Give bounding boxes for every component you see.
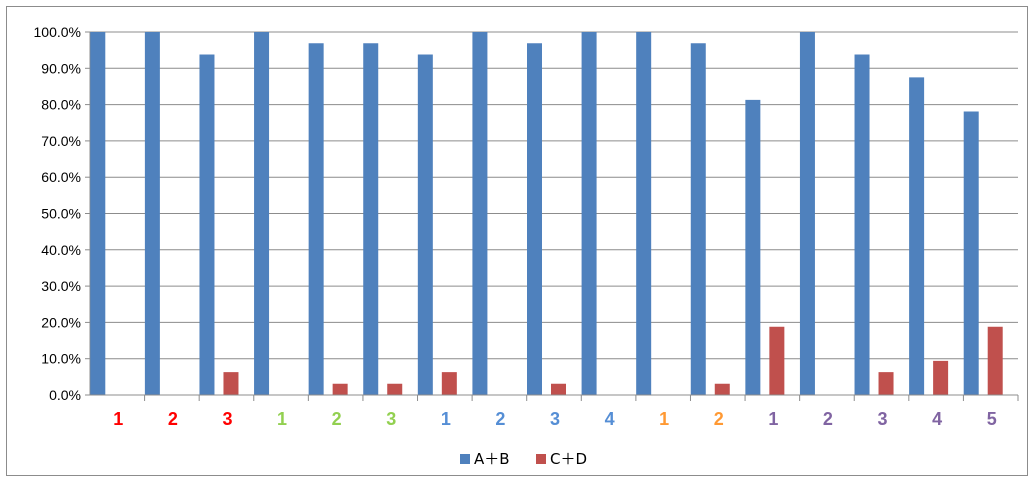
bar-a-plus-b: [144, 32, 160, 395]
y-tick-label: 60.0%: [41, 169, 81, 185]
bar-a-plus-b: [745, 99, 761, 396]
x-tick-label: 1: [441, 409, 451, 429]
bar-c-plus-d: [551, 383, 566, 395]
bar-c-plus-d: [769, 326, 785, 395]
x-tick-label: 2: [168, 409, 178, 429]
bar-c-plus-d: [387, 383, 403, 395]
bar-c-plus-d: [332, 383, 348, 395]
x-tick-label: 3: [878, 409, 888, 429]
gridlines: [90, 31, 1018, 396]
y-tick-label: 80.0%: [41, 97, 81, 113]
y-tick-label: 70.0%: [41, 133, 81, 149]
bar-c-plus-d: [933, 360, 949, 395]
bar-c-plus-d: [987, 326, 1003, 395]
y-tick-label: 100.0%: [34, 24, 81, 40]
bar-a-plus-b: [636, 32, 652, 395]
y-tick-label: 30.0%: [41, 278, 81, 294]
bar-c-plus-d: [878, 372, 894, 395]
legend-swatch-c-plus-d: [536, 454, 546, 464]
bar-a-plus-b: [527, 43, 542, 396]
y-axis: 0.0% 10.0% 20.0% 30.0% 40.0% 50.0% 60.0% 70.0% 8…: [34, 24, 91, 403]
y-tick-label: 0.0%: [49, 387, 81, 403]
x-tick-label: 4: [932, 409, 942, 429]
bar-a-plus-b: [199, 54, 215, 395]
legend: A＋B C＋D: [460, 450, 587, 468]
bar-a-plus-b: [963, 111, 979, 395]
y-tick-label: 40.0%: [41, 242, 81, 258]
bar-a-plus-b: [690, 43, 706, 396]
bar-a-plus-b: [363, 43, 379, 396]
bar-a-plus-b: [909, 77, 925, 395]
legend-label-c-plus-d: C＋D: [550, 450, 587, 468]
x-tick-label: 1: [277, 409, 287, 429]
bar-a-plus-b: [254, 32, 270, 395]
y-tick-label: 50.0%: [41, 206, 81, 222]
bar-a-plus-b: [90, 32, 106, 395]
bar-a-plus-b: [308, 43, 324, 396]
bars: [90, 32, 1003, 396]
x-tick-label: 4: [605, 409, 615, 429]
bar-a-plus-b: [417, 54, 433, 395]
x-tick-label: 3: [550, 409, 560, 429]
y-tick-label: 90.0%: [41, 60, 81, 76]
bar-a-plus-b: [472, 32, 488, 395]
bar-a-plus-b: [854, 54, 870, 395]
y-tick-label: 20.0%: [41, 314, 81, 330]
x-tick-label: 1: [768, 409, 778, 429]
x-tick-label: 2: [823, 409, 833, 429]
x-tick-label: 2: [332, 409, 342, 429]
bar-a-plus-b: [581, 32, 597, 395]
legend-label-a-plus-b: A＋B: [474, 450, 510, 468]
bar-c-plus-d: [714, 383, 730, 395]
x-tick-label: 3: [386, 409, 396, 429]
x-tick-label: 1: [113, 409, 123, 429]
legend-swatch-a-plus-b: [460, 454, 470, 464]
y-tick-label: 10.0%: [41, 351, 81, 367]
bar-a-plus-b: [799, 32, 815, 395]
x-tick-label: 2: [714, 409, 724, 429]
x-tick-label: 2: [495, 409, 505, 429]
x-tick-label: 3: [222, 409, 232, 429]
x-tick-label: 5: [987, 409, 997, 429]
x-axis: 1 2 3 1 2 3 1 2 3 4 1 2 1 2 3 4 5: [90, 394, 1019, 429]
x-tick-label: 1: [659, 409, 669, 429]
bar-c-plus-d: [223, 372, 239, 395]
bar-c-plus-d: [441, 372, 457, 395]
